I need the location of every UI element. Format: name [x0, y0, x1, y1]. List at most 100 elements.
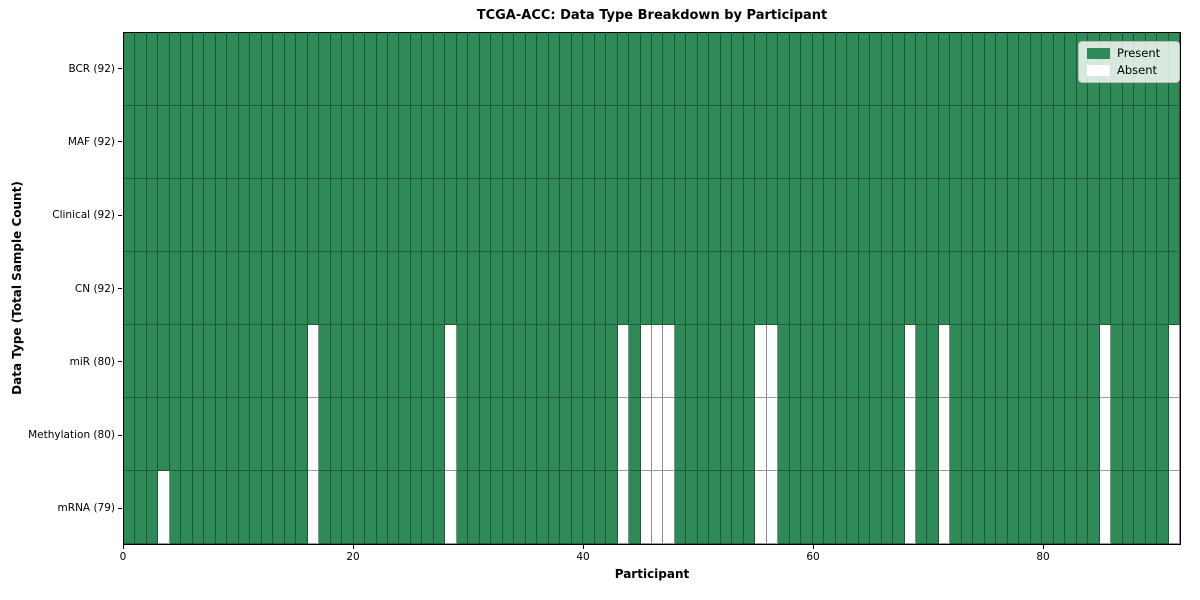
heatmap-cell: [169, 106, 182, 179]
heatmap-cell: [950, 325, 962, 398]
heatmap-cell: [215, 471, 228, 544]
heatmap-cell: [720, 33, 733, 106]
heatmap-cell: [365, 398, 377, 471]
heatmap-cell: [365, 33, 377, 106]
heatmap-cell: [674, 398, 687, 471]
heatmap-cell: [893, 179, 905, 252]
heatmap-cell: [468, 33, 480, 106]
heatmap-cell: [1088, 252, 1100, 325]
heatmap-cell: [124, 33, 136, 106]
heatmap-cell: [192, 106, 205, 179]
heatmap-cell: [686, 471, 698, 544]
heatmap-cell: [847, 325, 859, 398]
heatmap-cell: [893, 325, 905, 398]
heatmap-cell: [640, 106, 652, 179]
heatmap-cell: [365, 252, 377, 325]
heatmap-cell: [158, 471, 170, 544]
heatmap-cell: [261, 398, 274, 471]
heatmap-cell: [778, 252, 790, 325]
heatmap-cell: [273, 106, 285, 179]
heatmap-cell: [433, 471, 446, 544]
heatmap-cell: [146, 179, 159, 252]
y-tick-mark: [118, 214, 122, 216]
heatmap-cell: [606, 398, 618, 471]
heatmap-cell: [273, 471, 285, 544]
heatmap-cell: [858, 398, 871, 471]
heatmap-cell: [1145, 471, 1158, 544]
heatmap-cell: [1168, 106, 1180, 179]
heatmap-cell: [1042, 325, 1054, 398]
heatmap-cell: [732, 33, 744, 106]
heatmap-cell: [996, 106, 1008, 179]
heatmap-cell: [1076, 179, 1089, 252]
heatmap-cell: [1030, 179, 1043, 252]
heatmap-cell: [755, 33, 767, 106]
heatmap-cell: [881, 471, 894, 544]
heatmap-cell: [422, 398, 434, 471]
heatmap-cell: [812, 471, 825, 544]
heatmap-cell: [456, 325, 469, 398]
heatmap-cell: [307, 106, 320, 179]
y-tick-mark: [118, 68, 122, 70]
heatmap-cell: [479, 471, 492, 544]
heatmap-cell: [365, 106, 377, 179]
heatmap-cell: [961, 325, 974, 398]
heatmap-cell: [594, 33, 607, 106]
legend-entry: Absent: [1087, 64, 1171, 77]
heatmap-cell: [388, 33, 400, 106]
heatmap-cell: [388, 325, 400, 398]
heatmap-cell: [766, 33, 779, 106]
heatmap-cell: [1088, 106, 1100, 179]
heatmap-cell: [973, 325, 985, 398]
heatmap-cell: [410, 106, 423, 179]
heatmap-cell: [468, 106, 480, 179]
heatmap-cell: [916, 325, 928, 398]
heatmap-cell: [433, 325, 446, 398]
heatmap-cell: [284, 33, 297, 106]
heatmap-cell: [479, 398, 492, 471]
heatmap-cell: [984, 106, 997, 179]
heatmap-cell: [1065, 252, 1077, 325]
heatmap-cell: [158, 179, 170, 252]
heatmap-cell: [870, 398, 882, 471]
heatmap-cell: [663, 398, 675, 471]
heatmap-cell: [950, 398, 962, 471]
heatmap-cell: [560, 33, 572, 106]
heatmap-cell: [893, 252, 905, 325]
heatmap-cell: [1076, 471, 1089, 544]
heatmap-cell: [1134, 106, 1146, 179]
heatmap-cell: [950, 471, 962, 544]
heatmap-cell: [938, 252, 951, 325]
heatmap-cell: [445, 398, 457, 471]
heatmap-grid: [124, 33, 1180, 544]
heatmap-cell: [835, 471, 848, 544]
heatmap-cell: [778, 471, 790, 544]
heatmap-cell: [1134, 325, 1146, 398]
x-tick-label: 0: [119, 551, 127, 563]
heatmap-cell: [606, 106, 618, 179]
heatmap-cell: [606, 471, 618, 544]
heatmap-cell: [353, 471, 366, 544]
heatmap-cell: [663, 33, 675, 106]
heatmap-cell: [961, 252, 974, 325]
heatmap-cell: [1122, 471, 1135, 544]
heatmap-cell: [479, 106, 492, 179]
heatmap-cell: [1088, 179, 1100, 252]
heatmap-cell: [1007, 471, 1020, 544]
heatmap-cell: [1053, 471, 1066, 544]
heatmap-cell: [938, 471, 951, 544]
heatmap-cell: [686, 106, 698, 179]
heatmap-cell: [1019, 33, 1031, 106]
heatmap-cell: [617, 179, 630, 252]
heatmap-cell: [376, 398, 388, 471]
heatmap-cell: [870, 325, 882, 398]
heatmap-cell: [192, 398, 205, 471]
heatmap-cell: [927, 471, 939, 544]
y-tick-mark: [118, 434, 122, 436]
heatmap-cell: [824, 471, 836, 544]
heatmap-cell: [1007, 106, 1020, 179]
heatmap-cell: [950, 252, 962, 325]
heatmap-cell: [135, 33, 147, 106]
heatmap-cell: [870, 252, 882, 325]
heatmap-cell: [1053, 179, 1066, 252]
